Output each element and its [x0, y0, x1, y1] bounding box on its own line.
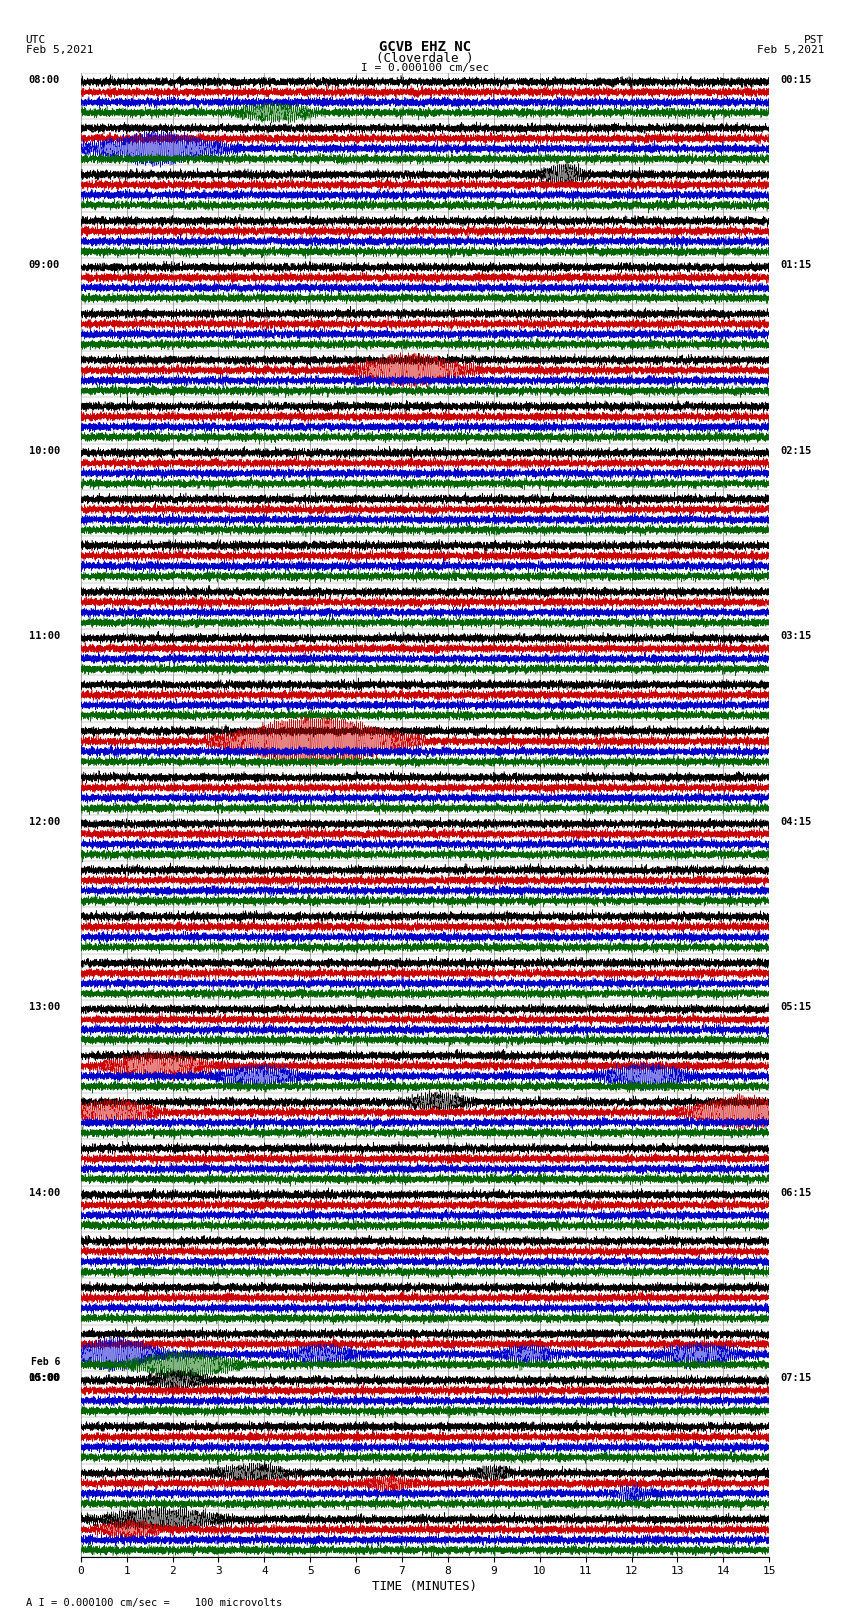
- Text: Feb 5,2021: Feb 5,2021: [26, 45, 93, 55]
- Text: 10:00: 10:00: [29, 445, 60, 455]
- Text: A I = 0.000100 cm/sec =    100 microvolts: A I = 0.000100 cm/sec = 100 microvolts: [26, 1598, 281, 1608]
- Text: 03:15: 03:15: [780, 631, 812, 640]
- Text: 07:15: 07:15: [780, 1373, 812, 1382]
- Text: Feb 6: Feb 6: [31, 1357, 60, 1366]
- Text: 13:00: 13:00: [29, 1002, 60, 1011]
- Text: GCVB EHZ NC: GCVB EHZ NC: [379, 40, 471, 55]
- Text: 11:00: 11:00: [29, 631, 60, 640]
- Text: PST: PST: [804, 35, 824, 45]
- X-axis label: TIME (MINUTES): TIME (MINUTES): [372, 1581, 478, 1594]
- Text: 04:15: 04:15: [780, 816, 812, 826]
- Text: 02:15: 02:15: [780, 445, 812, 455]
- Text: Feb 5,2021: Feb 5,2021: [757, 45, 824, 55]
- Text: 00:15: 00:15: [780, 74, 812, 84]
- Text: 09:00: 09:00: [29, 260, 60, 269]
- Text: 08:00: 08:00: [29, 74, 60, 84]
- Text: UTC: UTC: [26, 35, 46, 45]
- Text: 12:00: 12:00: [29, 816, 60, 826]
- Text: 14:00: 14:00: [29, 1187, 60, 1197]
- Text: 15:00: 15:00: [29, 1373, 60, 1382]
- Text: (Cloverdale ): (Cloverdale ): [377, 52, 473, 65]
- Text: 00:00: 00:00: [29, 1373, 60, 1382]
- Text: I = 0.000100 cm/sec: I = 0.000100 cm/sec: [361, 63, 489, 73]
- Text: 05:15: 05:15: [780, 1002, 812, 1011]
- Text: 06:15: 06:15: [780, 1187, 812, 1197]
- Text: 01:15: 01:15: [780, 260, 812, 269]
